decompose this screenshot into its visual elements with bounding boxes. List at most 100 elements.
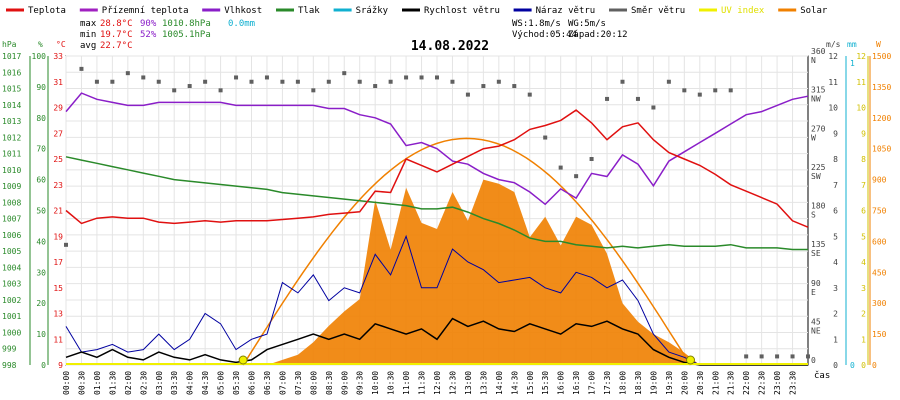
press-tick-17: 1015 xyxy=(2,85,21,94)
press-tick-7: 1005 xyxy=(2,247,21,256)
chart-title: 14.08.2022 xyxy=(411,39,489,54)
stats-min-label: min xyxy=(80,30,96,40)
solar-axis-unit: W xyxy=(876,40,881,49)
dir-tick-lbl-5: SW xyxy=(811,172,821,181)
wind-axis-unit: m/s xyxy=(826,40,841,49)
legend-label-1: Přízemní teplota xyxy=(102,6,189,16)
wind-tick-11: 11 xyxy=(828,78,838,87)
press-tick-14: 1012 xyxy=(2,133,21,142)
solar-tick-8: 600 xyxy=(872,237,887,246)
hum-tick-20: 100 xyxy=(32,52,47,61)
x-tick-47: 23:30 xyxy=(789,371,798,395)
wind-tick-3: 3 xyxy=(833,284,838,293)
wind-dir-point-6 xyxy=(156,79,161,84)
uv-tick-6: 6 xyxy=(861,207,866,216)
wind-dir-point-9 xyxy=(203,79,208,84)
x-tick-33: 16:30 xyxy=(572,371,581,395)
uv-tick-2: 2 xyxy=(861,310,866,319)
x-tick-43: 21:30 xyxy=(727,371,736,395)
wind-dir-point-36 xyxy=(620,79,625,84)
x-tick-25: 12:30 xyxy=(448,371,457,395)
x-tick-12: 06:00 xyxy=(248,371,257,395)
press-tick-11: 1009 xyxy=(2,182,21,191)
wind-dir-point-17 xyxy=(326,79,331,84)
press-axis-unit: hPa xyxy=(2,40,17,49)
x-tick-34: 17:00 xyxy=(588,371,597,395)
uv-tick-11: 11 xyxy=(856,78,866,87)
series-solar-area xyxy=(66,179,808,365)
stats-min-press: 1005.1hPa xyxy=(162,30,211,40)
temp-tick-7: 23 xyxy=(53,181,63,190)
hum-tick-14: 70 xyxy=(36,145,46,154)
stats-min-temp: 19.7°C xyxy=(100,30,133,40)
wind-dir-point-18 xyxy=(342,71,347,76)
solar-tick-10: 750 xyxy=(872,207,887,216)
wind-tick-6: 6 xyxy=(833,207,838,216)
uv-tick-9: 9 xyxy=(861,129,866,138)
wind-tick-10: 10 xyxy=(828,104,838,113)
solar-theoretical-curve xyxy=(242,137,692,366)
press-tick-1: 999 xyxy=(2,345,17,354)
legend-label-9: Solar xyxy=(800,6,828,16)
temp-tick-8: 25 xyxy=(53,155,63,164)
x-tick-4: 02:00 xyxy=(124,371,133,395)
wind-dir-point-1 xyxy=(79,66,84,71)
dir-tick-lbl-4: S xyxy=(811,211,816,220)
x-tick-45: 22:30 xyxy=(758,371,767,395)
stats-max-rain: 0.0mm xyxy=(228,19,255,29)
wind-dir-point-45 xyxy=(759,354,764,359)
uv-tick-0: 0 xyxy=(861,361,866,370)
wind-dir-point-44 xyxy=(744,354,749,359)
press-tick-8: 1006 xyxy=(2,231,21,240)
x-tick-19: 09:30 xyxy=(356,371,365,395)
x-tick-36: 18:00 xyxy=(619,371,628,395)
x-tick-13: 06:30 xyxy=(263,371,272,395)
press-tick-13: 1011 xyxy=(2,150,21,159)
stats-max-hum: 90% xyxy=(140,19,157,29)
x-tick-15: 07:30 xyxy=(294,371,303,395)
x-tick-8: 04:00 xyxy=(186,371,195,395)
press-tick-9: 1007 xyxy=(2,215,21,224)
x-tick-39: 19:30 xyxy=(665,371,674,395)
stats-min-hum: 52% xyxy=(140,30,157,40)
series-wind-gust-line xyxy=(65,234,808,366)
wind-tick-2: 2 xyxy=(833,310,838,319)
wind-dir-point-25 xyxy=(450,79,455,84)
rain-tick-0: 0 xyxy=(850,361,855,370)
press-tick-19: 1017 xyxy=(2,52,21,61)
x-tick-14: 07:00 xyxy=(278,371,287,395)
uv-tick-10: 10 xyxy=(856,104,866,113)
wind-dir-point-16 xyxy=(311,88,316,93)
wind-dir-point-46 xyxy=(775,354,780,359)
uv-tick-3: 3 xyxy=(861,284,866,293)
x-tick-3: 01:30 xyxy=(108,371,117,395)
hum-axis-unit: % xyxy=(38,40,43,49)
dir-tick-lbl-1: NE xyxy=(811,326,821,335)
uv-tick-5: 5 xyxy=(861,232,866,241)
hum-tick-16: 80 xyxy=(36,114,46,123)
press-tick-3: 1001 xyxy=(2,312,21,321)
sunrise-info: Východ:05:44 xyxy=(512,30,577,40)
wind-dir-point-4 xyxy=(125,71,130,76)
wind-tick-7: 7 xyxy=(833,181,838,190)
wind-dir-point-28 xyxy=(496,79,501,84)
wind-dir-point-23 xyxy=(419,75,424,80)
uv-tick-7: 7 xyxy=(861,181,866,190)
hum-tick-0: 0 xyxy=(41,361,46,370)
dir-tick-6: 270 xyxy=(811,124,826,133)
press-tick-18: 1016 xyxy=(2,68,21,77)
dir-tick-1: 45 xyxy=(811,317,821,326)
wind-dir-point-14 xyxy=(280,79,285,84)
temp-tick-2: 13 xyxy=(53,310,63,319)
x-tick-29: 14:30 xyxy=(510,371,519,395)
hum-tick-10: 50 xyxy=(36,207,46,216)
hum-tick-12: 60 xyxy=(36,176,46,185)
temp-tick-11: 31 xyxy=(53,78,63,87)
wind-dir-point-5 xyxy=(141,75,146,80)
wind-dir-point-24 xyxy=(435,75,439,80)
solar-tick-4: 300 xyxy=(872,299,887,308)
wind-dir-point-43 xyxy=(728,88,733,93)
hum-tick-6: 30 xyxy=(36,268,46,277)
wind-dir-point-33 xyxy=(574,174,579,179)
x-tick-41: 20:30 xyxy=(696,371,705,395)
